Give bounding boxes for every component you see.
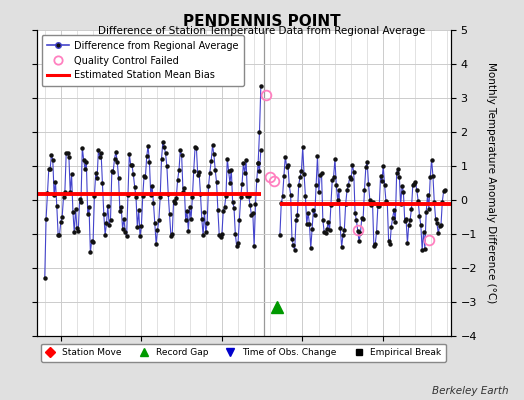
Text: Difference of Station Temperature Data from Regional Average: Difference of Station Temperature Data f… [99, 26, 425, 36]
Legend: Station Move, Record Gap, Time of Obs. Change, Empirical Break: Station Move, Record Gap, Time of Obs. C… [41, 344, 446, 362]
Text: PENDENNIS POINT: PENDENNIS POINT [183, 14, 341, 29]
Y-axis label: Monthly Temperature Anomaly Difference (°C): Monthly Temperature Anomaly Difference (… [486, 62, 496, 304]
Text: Berkeley Earth: Berkeley Earth [432, 386, 508, 396]
